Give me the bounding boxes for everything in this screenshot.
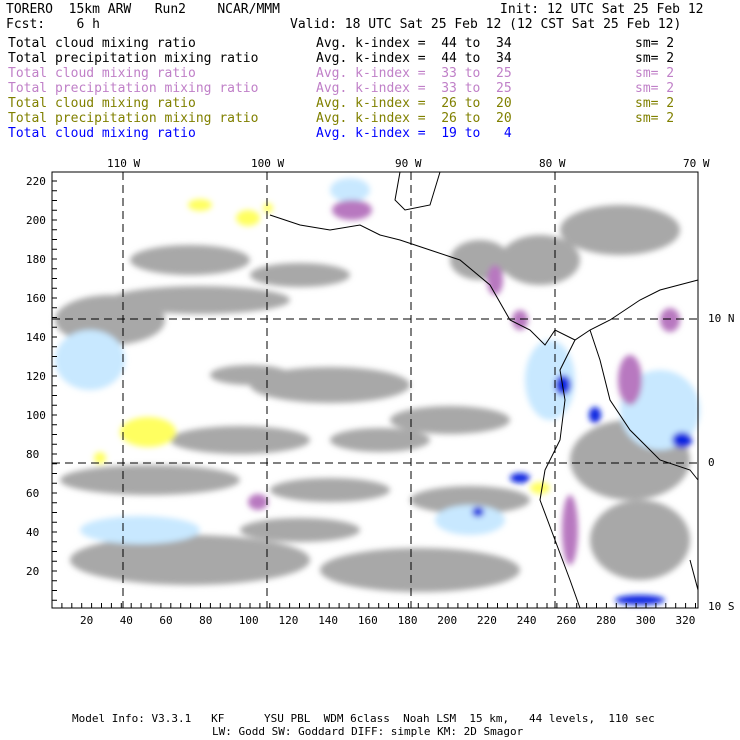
- x-tick-label: 140: [318, 614, 339, 627]
- plot-frame: [51, 171, 699, 609]
- y-tick-label: 20: [26, 565, 40, 578]
- lat-label: 0: [708, 456, 715, 469]
- x-tick-label: 20: [80, 614, 94, 627]
- y-tick-label: 140: [26, 331, 46, 344]
- x-tick-label: 220: [477, 614, 497, 627]
- x-tick-label: 160: [357, 614, 378, 627]
- lon-label: 110 W: [107, 157, 141, 170]
- x-tick-label: 280: [596, 614, 616, 627]
- legend-smoothing: sm= 2: [635, 81, 675, 96]
- y-tick-label: 40: [26, 526, 40, 539]
- x-tick-label: 260: [556, 614, 577, 627]
- legend-field: Total cloud mixing ratio: [8, 66, 196, 81]
- gray-cloud-areas: [55, 205, 690, 592]
- yellow-cloud-areas: [94, 199, 550, 494]
- legend-range: Avg. k-index = 33 to 25: [316, 81, 512, 96]
- y-tick-label: 220: [26, 175, 46, 188]
- x-tick-label: 40: [119, 614, 133, 627]
- light-blue-cloud-areas: [55, 178, 700, 544]
- legend-field: Total precipitation mixing ratio: [8, 111, 259, 126]
- y-tick-label: 60: [26, 487, 40, 500]
- legend-range: Avg. k-index = 26 to 20: [316, 111, 512, 126]
- lon-label: 80 W: [539, 157, 566, 170]
- forecast-hour: Fcst: 6 h: [6, 17, 100, 32]
- y-tick-label: 100: [26, 409, 46, 422]
- y-tick-label: 180: [26, 253, 46, 266]
- x-tick-label: 320: [675, 614, 696, 627]
- legend-smoothing: sm= 2: [635, 66, 675, 81]
- y-tick-label: 80: [26, 448, 40, 461]
- x-tick-label: 60: [159, 614, 173, 627]
- x-tick-label: 200: [437, 614, 458, 627]
- legend-smoothing: sm= 2: [635, 36, 675, 51]
- legend-range: Avg. k-index = 33 to 25: [316, 66, 512, 81]
- legend-range: Avg. k-index = 44 to 34: [316, 36, 512, 51]
- legend-field: Total precipitation mixing ratio: [8, 81, 259, 96]
- y-tick-label: 120: [26, 370, 46, 383]
- y-tick-label: 160: [26, 292, 46, 305]
- x-tick-label: 80: [199, 614, 213, 627]
- valid-time: Valid: 18 UTC Sat 25 Feb 12 (12 CST Sat …: [290, 17, 682, 32]
- legend-range: Avg. k-index = 19 to 4: [316, 126, 512, 141]
- legend-range: Avg. k-index = 44 to 34: [316, 51, 512, 66]
- lon-label: 100 W: [251, 157, 285, 170]
- init-time: Init: 12 UTC Sat 25 Feb 12: [500, 2, 704, 17]
- legend-field: Total cloud mixing ratio: [8, 36, 196, 51]
- model-info-line2: LW: Godd SW: Goddard DIFF: simple KM: 2D…: [212, 725, 524, 738]
- x-tick-label: 120: [278, 614, 299, 627]
- legend-smoothing: sm= 2: [635, 96, 675, 111]
- legend-smoothing: sm= 2: [635, 111, 675, 126]
- x-tick-label: 240: [516, 614, 537, 627]
- coastlines: [269, 171, 699, 609]
- x-tick-label: 300: [635, 614, 656, 627]
- x-tick-label: 180: [397, 614, 418, 627]
- lon-label: 70 W: [683, 157, 710, 170]
- legend-field: Total precipitation mixing ratio: [8, 51, 259, 66]
- model-info-line1: Model Info: V3.3.1 KF YSU PBL WDM 6class…: [72, 712, 655, 725]
- grid-lines: [52, 172, 698, 608]
- x-tick-label: 100: [238, 614, 259, 627]
- lon-label: 90 W: [395, 157, 422, 170]
- legend-range: Avg. k-index = 26 to 20: [316, 96, 512, 111]
- lat-label: 10 N: [708, 312, 735, 325]
- legend-smoothing: sm= 2: [635, 51, 675, 66]
- cloud-fields: [55, 178, 700, 605]
- y-tick-label: 200: [26, 214, 46, 227]
- legend-field: Total cloud mixing ratio: [8, 126, 196, 141]
- model-title: TORERO 15km ARW Run2 NCAR/MMM: [6, 2, 280, 17]
- purple-cloud-areas: [248, 200, 680, 565]
- legend-field: Total cloud mixing ratio: [8, 96, 196, 111]
- lat-label: 10 S: [708, 600, 735, 613]
